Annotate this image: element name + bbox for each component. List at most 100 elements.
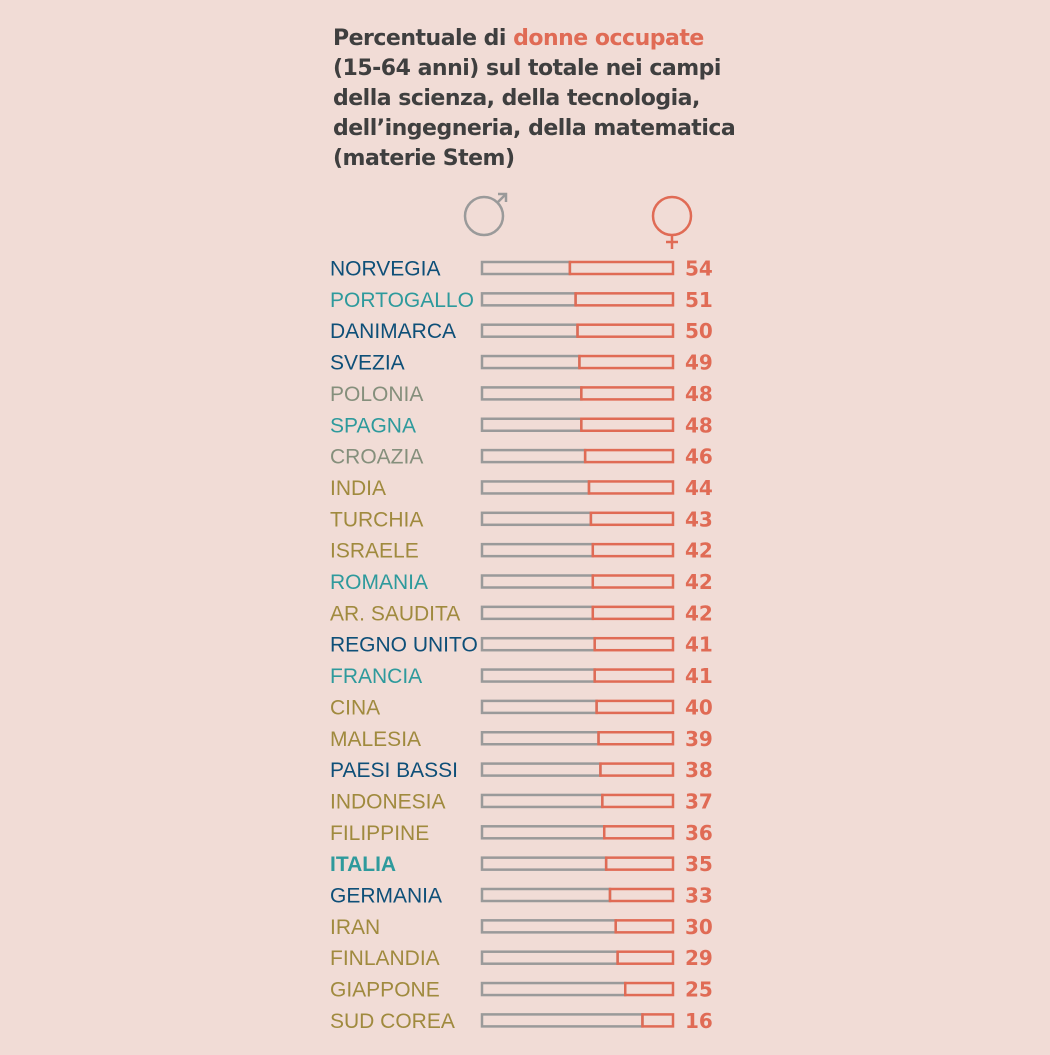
category-label: MALESIA [330,728,421,751]
female-share-bar [624,981,675,997]
category-label: TURCHIA [330,508,423,531]
value-label: 30 [685,915,713,939]
male-share-bar [480,323,579,338]
chart-row: POLONIA 48 [330,382,713,406]
male-share-bar [480,605,595,621]
female-share-bar [591,574,675,589]
male-share-bar [480,699,598,715]
male-share-bar [480,793,604,809]
category-label: FILIPPINE [330,822,429,845]
category-label: DANIMARCA [330,320,456,343]
chart-row: REGNO UNITO 41 [330,633,713,657]
category-label: ROMANIA [330,571,428,594]
value-label: 35 [685,852,713,876]
value-label: 33 [685,884,713,908]
male-symbol-icon [463,192,508,237]
chart-row: NORVEGIA 54 [330,257,713,281]
female-share-bar [578,354,675,370]
chart-row: AR. SAUDITA 42 [330,601,713,625]
female-symbol-icon [651,195,693,249]
value-label: 51 [685,288,713,312]
male-share-bar [480,1013,644,1028]
chart-row: FILIPPINE 36 [330,821,713,845]
value-label: 49 [685,351,713,375]
male-share-bar [480,354,581,370]
female-share-bar [614,919,675,934]
title-part1: Percentuale di [333,26,514,51]
category-label: CROAZIA [330,446,423,469]
chart-row: MALESIA 39 [330,727,713,751]
value-label: 43 [685,507,713,531]
female-share-bar [591,605,675,621]
category-label: PAESI BASSI [330,759,458,782]
female-share-bar [608,887,675,903]
chart-row: SPAGNA 48 [330,413,713,437]
chart-row: CINA 40 [330,695,713,719]
category-label: SUD COREA [330,1010,455,1033]
value-label: 46 [685,445,713,469]
category-label: GERMANIA [330,885,442,908]
female-share-bar [595,699,675,715]
female-share-bar [568,260,675,276]
category-label: AR. SAUDITA [330,602,460,625]
category-label: CINA [330,696,380,719]
male-share-bar [480,668,596,683]
female-share-bar [593,668,675,683]
category-label: PORTOGALLO [330,289,474,312]
value-label: 42 [685,539,713,563]
male-share-bar [480,542,595,558]
value-label: 48 [685,413,713,437]
value-label: 38 [685,758,713,782]
chart-row: GIAPPONE 25 [330,978,713,1002]
category-label: FRANCIA [330,665,422,688]
male-share-bar [480,981,627,997]
chart-row: SVEZIA 49 [330,351,713,375]
value-label: 41 [685,664,713,688]
chart-row: SUD COREA 16 [330,1009,713,1033]
category-label: IRAN [330,916,380,939]
male-share-bar [480,919,617,934]
chart-row: FRANCIA 41 [330,664,713,688]
female-share-bar [576,323,675,338]
chart-row: CROAZIA 46 [330,445,713,469]
male-share-bar [480,887,612,903]
category-label: SPAGNA [330,414,416,437]
chart-row: ROMANIA 42 [330,570,713,594]
category-label: INDIA [330,477,386,500]
female-share-bar [589,511,675,527]
value-label: 40 [685,695,713,719]
male-share-bar [480,574,595,589]
chart-row: PAESI BASSI 38 [330,758,713,782]
female-share-bar [574,292,675,307]
category-label: NORVEGIA [330,258,440,281]
title-highlight: donne occupate [513,26,704,51]
value-label: 42 [685,601,713,625]
male-share-bar [480,260,572,276]
value-label: 29 [685,946,713,970]
female-share-bar [604,856,675,871]
value-label: 39 [685,727,713,751]
value-label: 48 [685,382,713,406]
male-share-bar [480,386,583,401]
female-share-bar [587,480,675,495]
chart-row: ISRAELE 42 [330,539,713,563]
male-share-bar [480,448,587,464]
male-share-bar [480,292,577,307]
category-label: GIAPPONE [330,979,440,1002]
value-label: 25 [685,978,713,1002]
female-share-bar [583,448,675,464]
female-share-bar [601,793,675,809]
category-label: POLONIA [330,383,423,406]
value-label: 41 [685,633,713,657]
chart-row: PORTOGALLO 51 [330,288,713,312]
category-label: ISRAELE [330,540,419,563]
value-label: 37 [685,789,713,813]
male-share-bar [480,950,619,965]
chart-title: Percentuale di donne occupate (15-64 anni… [333,24,753,174]
male-share-bar [480,762,602,777]
female-share-bar [580,386,675,401]
value-label: 50 [685,319,713,343]
female-share-bar [580,417,675,432]
category-label: ITALIA [330,853,396,876]
chart-row: INDONESIA 37 [330,789,713,813]
